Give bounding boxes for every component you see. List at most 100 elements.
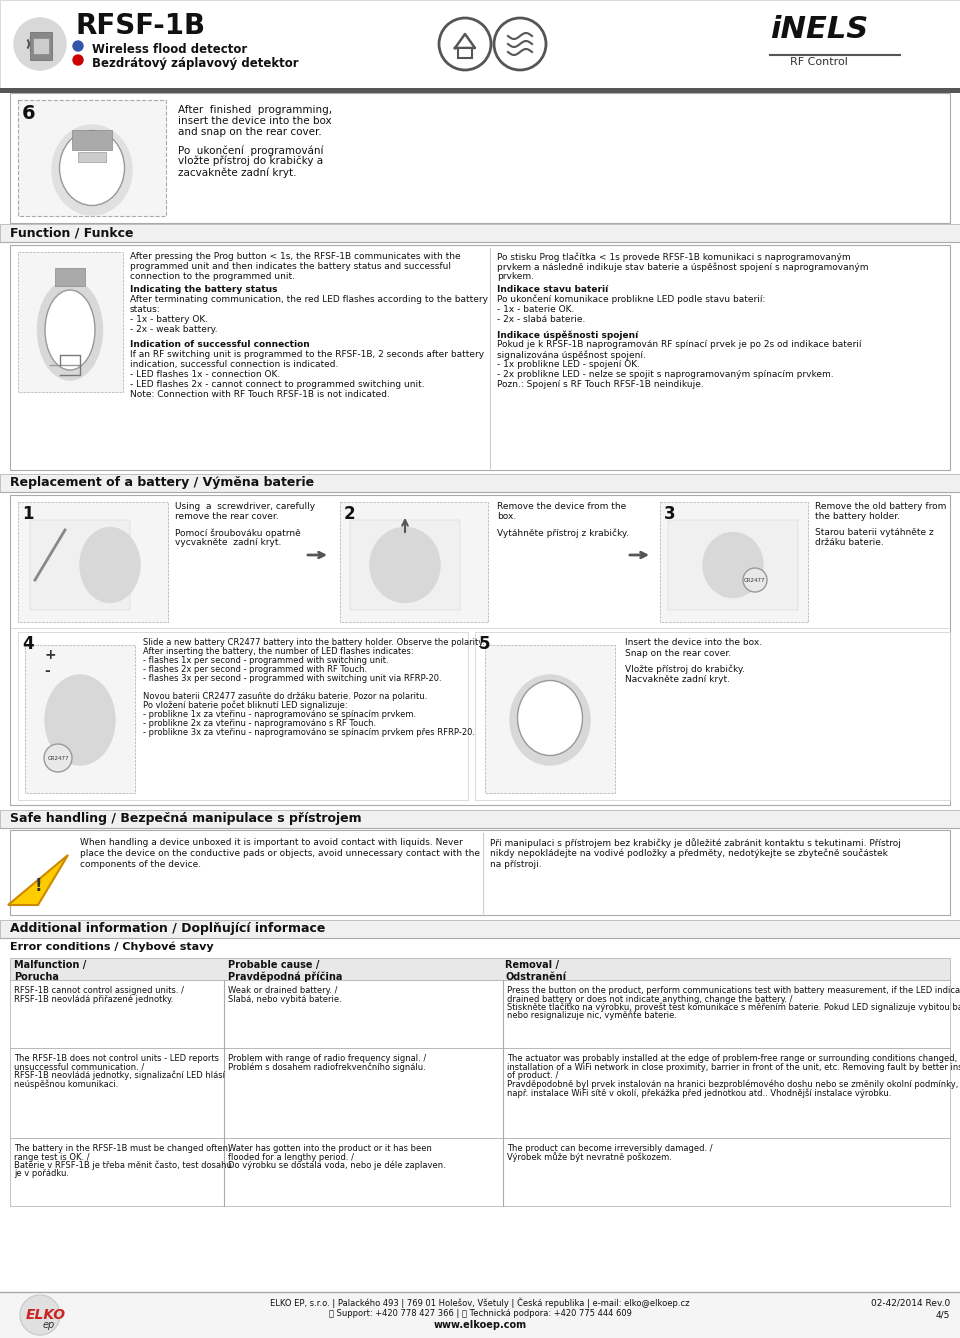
Text: je v pořádku.: je v pořádku.	[14, 1169, 69, 1179]
Text: EN: EN	[86, 40, 97, 45]
Text: ep: ep	[43, 1321, 56, 1330]
Text: If an RF switching unit is programmed to the RFSF-1B, 2 seconds after battery: If an RF switching unit is programmed to…	[130, 351, 484, 359]
Text: RFSF-1B neovládá jednotky, signalizační LED hlásí: RFSF-1B neovládá jednotky, signalizační …	[14, 1070, 225, 1081]
Text: Problém s dosahem radiofrekvenčního signálu.: Problém s dosahem radiofrekvenčního sign…	[228, 1062, 425, 1072]
Text: Indication of successful connection: Indication of successful connection	[130, 340, 310, 349]
Text: Error conditions / Chybové stavy: Error conditions / Chybové stavy	[10, 942, 214, 953]
Text: - LED flashes 1x - connection OK.: - LED flashes 1x - connection OK.	[130, 371, 280, 379]
FancyBboxPatch shape	[475, 632, 950, 800]
Text: When handling a device unboxed it is important to avoid contact with liquids. Ne: When handling a device unboxed it is imp…	[80, 838, 463, 847]
Text: After terminating communication, the red LED flashes according to the battery: After terminating communication, the red…	[130, 294, 488, 304]
Text: Bezdrátový záplavový detektor: Bezdrátový záplavový detektor	[92, 58, 299, 70]
FancyBboxPatch shape	[55, 268, 85, 286]
Text: 2: 2	[344, 504, 355, 523]
Text: Vložte přístroj do krabičky.: Vložte přístroj do krabičky.	[625, 664, 745, 673]
Text: vložte přístroj do krabičky a: vložte přístroj do krabičky a	[178, 157, 324, 166]
FancyBboxPatch shape	[10, 958, 950, 979]
Text: Po ukončení komunikace problikne LED podle stavu baterií:: Po ukončení komunikace problikne LED pod…	[497, 294, 765, 305]
FancyBboxPatch shape	[78, 153, 106, 162]
Text: status:: status:	[130, 305, 160, 314]
Text: connection to the programmed unit.: connection to the programmed unit.	[130, 272, 295, 281]
Text: !: !	[35, 876, 42, 895]
Text: RFSF-1B cannot control assigned units. /: RFSF-1B cannot control assigned units. /	[14, 986, 184, 995]
FancyBboxPatch shape	[30, 520, 130, 610]
Text: Stiskněte tlačítko na výrobku, provešt test komunikace s měřením baterie. Pokud : Stiskněte tlačítko na výrobku, provešt t…	[507, 1004, 960, 1013]
Text: the battery holder.: the battery holder.	[815, 512, 900, 520]
Text: 3: 3	[664, 504, 676, 523]
Ellipse shape	[45, 674, 115, 765]
Text: - 1x - baterie OK.: - 1x - baterie OK.	[497, 305, 574, 314]
FancyBboxPatch shape	[0, 809, 960, 828]
Text: Pravděpodobně byl prvek instalován na hranici bezproblémového doshu nebo se změn: Pravděpodobně byl prvek instalován na hr…	[507, 1080, 958, 1089]
Text: Indikace úspěšnosti spojení: Indikace úspěšnosti spojení	[497, 330, 638, 340]
FancyBboxPatch shape	[0, 223, 960, 242]
FancyBboxPatch shape	[10, 495, 950, 805]
Ellipse shape	[80, 527, 140, 602]
FancyBboxPatch shape	[458, 48, 472, 58]
Text: signalizována úspěšnost spojení.: signalizována úspěšnost spojení.	[497, 351, 646, 360]
Text: Pozn.: Spojení s RF Touch RFSF-1B neindikuje.: Pozn.: Spojení s RF Touch RFSF-1B neindi…	[497, 380, 704, 389]
Text: drained battery or does not indicate anything, change the battery. /: drained battery or does not indicate any…	[507, 994, 793, 1004]
Text: The actuator was probably installed at the edge of problem-free range or surroun: The actuator was probably installed at t…	[507, 1054, 960, 1062]
Text: Výrobek může být nevratně poškozem.: Výrobek může být nevratně poškozem.	[507, 1152, 672, 1163]
FancyBboxPatch shape	[485, 645, 615, 793]
Circle shape	[743, 569, 767, 591]
Text: Novou baterii CR2477 zasuňte do držáku baterie. Pozor na polaritu.: Novou baterii CR2477 zasuňte do držáku b…	[143, 692, 427, 701]
Text: unsuccessful communication. /: unsuccessful communication. /	[14, 1062, 144, 1072]
Text: After inserting the battery, the number of LED flashes indicates:: After inserting the battery, the number …	[143, 648, 414, 656]
Polygon shape	[8, 855, 68, 904]
Text: insert the device into the box: insert the device into the box	[178, 116, 331, 126]
Text: -: -	[44, 664, 50, 678]
Text: The battery in the RFSF-1B must be changed often,: The battery in the RFSF-1B must be chang…	[14, 1144, 230, 1153]
Text: Po stisku Prog tlačítka < 1s provede RFSF-1B komunikaci s naprogramovaným: Po stisku Prog tlačítka < 1s provede RFS…	[497, 252, 851, 261]
Text: Ⓡ Support: +420 778 427 366 | Ⓒ Technická podpora: +420 775 444 609: Ⓡ Support: +420 778 427 366 | Ⓒ Technick…	[328, 1309, 632, 1318]
Text: Slabá, nebo vybitá baterie.: Slabá, nebo vybitá baterie.	[228, 994, 342, 1004]
Ellipse shape	[703, 533, 763, 598]
Ellipse shape	[510, 674, 590, 765]
Text: The product can become irreversibly damaged. /: The product can become irreversibly dama…	[507, 1144, 712, 1153]
Circle shape	[73, 41, 83, 51]
Text: - flashes 3x per second - programmed with switching unit via RFRP-20.: - flashes 3x per second - programmed wit…	[143, 674, 442, 682]
Text: +: +	[44, 648, 56, 662]
Text: - 2x - weak battery.: - 2x - weak battery.	[130, 325, 218, 334]
Text: flooded for a lengthy period. /: flooded for a lengthy period. /	[228, 1152, 354, 1161]
FancyBboxPatch shape	[340, 502, 488, 622]
Text: - 1x problikne LED - spojení OK.: - 1x problikne LED - spojení OK.	[497, 360, 640, 369]
Text: Additional information / Doplňující informace: Additional information / Doplňující info…	[10, 922, 325, 935]
Text: - flashes 2x per second - programmed with RF Touch.: - flashes 2x per second - programmed wit…	[143, 665, 367, 674]
Text: iNELS: iNELS	[770, 15, 868, 44]
Text: Safe handling / Bezpečná manipulace s přístrojem: Safe handling / Bezpečná manipulace s př…	[10, 812, 362, 826]
Text: Snap on the rear cover.: Snap on the rear cover.	[625, 649, 732, 658]
Text: 4: 4	[22, 636, 34, 653]
Text: držáku baterie.: držáku baterie.	[815, 538, 884, 547]
FancyBboxPatch shape	[18, 632, 468, 800]
Text: Water has gotten into the product or it has been: Water has gotten into the product or it …	[228, 1144, 432, 1153]
Text: zacvakněte zadní kryt.: zacvakněte zadní kryt.	[178, 167, 297, 178]
FancyBboxPatch shape	[660, 502, 808, 622]
FancyBboxPatch shape	[668, 520, 798, 610]
Text: The RFSF-1B does not control units - LED reports: The RFSF-1B does not control units - LED…	[14, 1054, 219, 1062]
Ellipse shape	[60, 131, 125, 206]
FancyBboxPatch shape	[18, 100, 166, 215]
Text: Press the button on the product, perform communications test with battery measur: Press the button on the product, perform…	[507, 986, 960, 995]
Text: Pokud je k RFSF-1B naprogramován RF spínací prvek je po 2s od indikace baterií: Pokud je k RFSF-1B naprogramován RF spín…	[497, 340, 861, 349]
Text: After pressing the Prog button < 1s, the RFSF-1B communicates with the: After pressing the Prog button < 1s, the…	[130, 252, 461, 261]
Text: Using  a  screwdriver, carefully: Using a screwdriver, carefully	[175, 502, 315, 511]
Text: Note: Connection with RF Touch RFSF-1B is not indicated.: Note: Connection with RF Touch RFSF-1B i…	[130, 389, 390, 399]
Text: Nacvakněte zadní kryt.: Nacvakněte zadní kryt.	[625, 674, 730, 684]
Text: Remove the old battery from: Remove the old battery from	[815, 502, 947, 511]
Circle shape	[44, 744, 72, 772]
Text: programmed unit and then indicates the battery status and successful: programmed unit and then indicates the b…	[130, 262, 451, 272]
Text: RFSF-1B: RFSF-1B	[75, 12, 205, 40]
Text: Malfunction /
Porucha: Malfunction / Porucha	[14, 959, 86, 982]
Text: Remove the device from the: Remove the device from the	[497, 502, 626, 511]
Text: nikdy nepokládejte na vodivé podložky a předměty, nedotýkejte se zbytečně součás: nikdy nepokládejte na vodivé podložky a …	[490, 850, 888, 859]
Text: Po vložení baterie počet bliknutí LED signalizuje:: Po vložení baterie počet bliknutí LED si…	[143, 701, 348, 710]
Text: indication, successful connection is indicated.: indication, successful connection is ind…	[130, 360, 338, 369]
Text: - 1x - battery OK.: - 1x - battery OK.	[130, 314, 208, 324]
Circle shape	[14, 17, 66, 70]
Text: 6: 6	[22, 104, 36, 123]
Text: CR2477: CR2477	[47, 756, 69, 760]
Text: - problikne 2x za vteřinu - naprogramováno s RF Touch.: - problikne 2x za vteřinu - naprogramová…	[143, 719, 376, 728]
Text: 4/5: 4/5	[936, 1310, 950, 1319]
